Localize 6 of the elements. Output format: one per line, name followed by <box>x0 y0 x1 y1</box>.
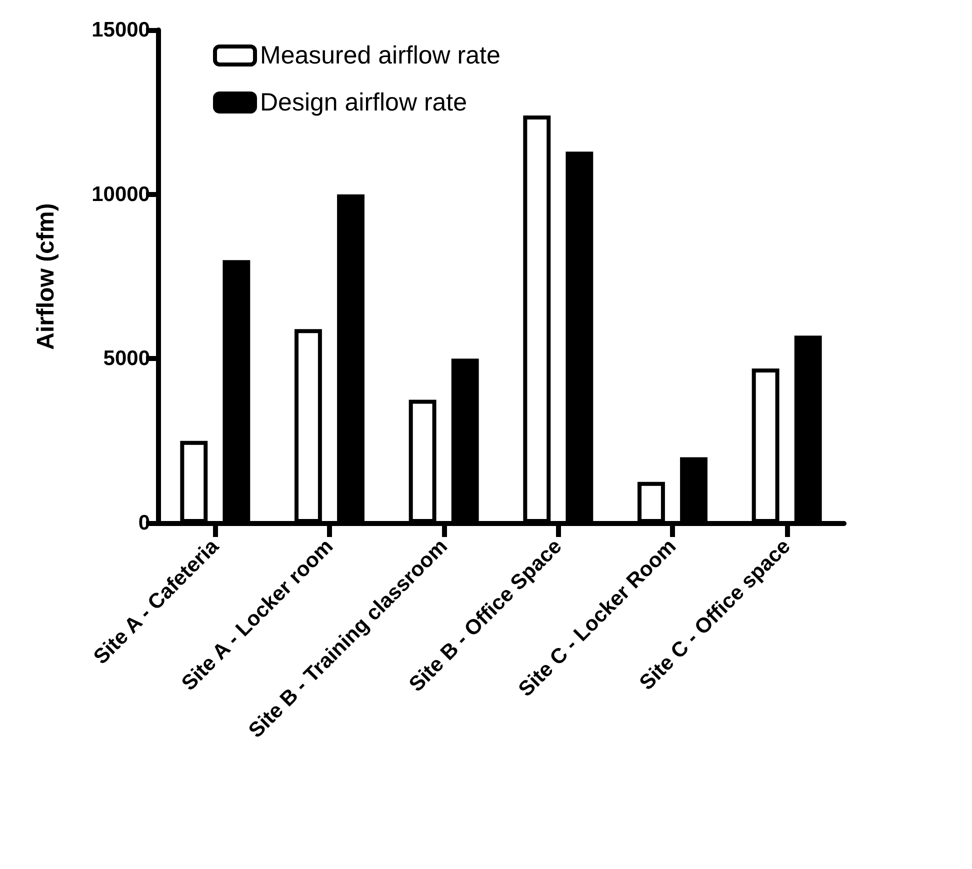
legend-label: Measured airflow rate <box>260 42 500 70</box>
y-axis-title: Airflow (cfm) <box>32 203 60 350</box>
legend-label: Design airflow rate <box>260 88 468 116</box>
y-tick-label: 5000 <box>103 347 150 370</box>
y-tick-label: 10000 <box>92 182 150 206</box>
y-tick-label: 15000 <box>92 18 150 42</box>
